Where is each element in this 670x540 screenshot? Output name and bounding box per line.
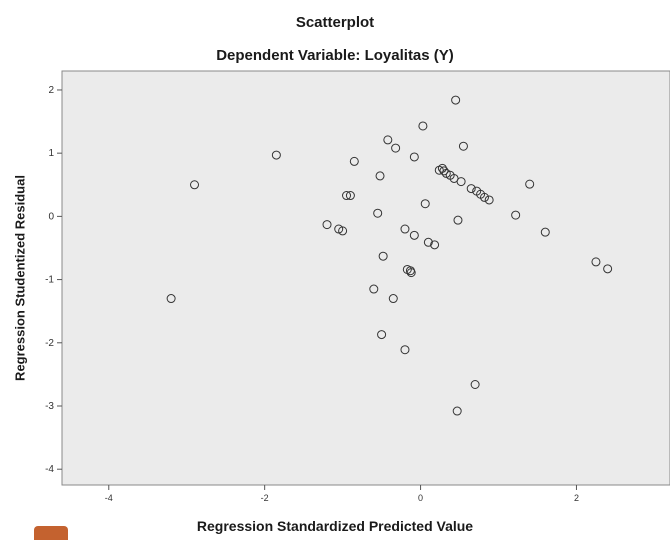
data-point: [190, 180, 200, 190]
data-point: [400, 345, 410, 355]
y-tick-label: 1: [48, 148, 54, 159]
data-point: [271, 150, 281, 160]
y-tick-label: -3: [45, 401, 54, 412]
data-point: [430, 240, 440, 250]
data-point: [369, 284, 379, 294]
data-point: [391, 143, 401, 153]
data-point: [603, 264, 613, 274]
data-point: [451, 95, 461, 105]
data-point: [511, 210, 521, 220]
data-point: [322, 220, 332, 230]
data-point: [458, 141, 468, 151]
data-point: [525, 179, 535, 189]
chart-title: Scatterplot: [295, 14, 375, 31]
corner-badge: [34, 526, 68, 540]
y-tick-label: -2: [45, 338, 54, 349]
x-tick-label: -2: [261, 493, 269, 503]
data-point: [349, 156, 359, 166]
data-point: [406, 268, 416, 278]
data-point: [383, 135, 393, 145]
data-point: [373, 208, 383, 218]
y-tick-label: 2: [48, 85, 54, 96]
data-point: [484, 195, 494, 205]
data-point: [540, 227, 550, 237]
data-point: [466, 184, 476, 194]
x-axis-label: Regression Standardized Predicted Value: [196, 518, 474, 534]
data-point: [470, 380, 480, 390]
data-point: [420, 199, 430, 209]
data-point: [456, 177, 466, 187]
y-tick-label: -1: [45, 275, 54, 286]
data-point: [418, 121, 428, 131]
data-point: [591, 257, 601, 267]
data-point: [388, 294, 398, 304]
data-point: [338, 226, 348, 236]
chart-subtitle: Dependent Variable: Loyalitas (Y): [216, 47, 454, 64]
data-point: [409, 230, 419, 240]
data-point: [345, 191, 355, 201]
data-point: [452, 406, 462, 416]
x-tick-label: 2: [574, 493, 579, 503]
y-axis-label: Regression Studentized Residual: [12, 175, 28, 381]
data-point: [453, 215, 463, 225]
data-point: [409, 152, 419, 162]
data-point: [400, 224, 410, 234]
data-point: [423, 237, 433, 247]
data-point: [439, 166, 449, 176]
y-tick-label: 0: [48, 211, 54, 222]
data-point: [377, 330, 387, 340]
x-tick-label: -4: [105, 493, 113, 503]
y-tick-label: -4: [45, 464, 54, 475]
data-point: [479, 192, 489, 202]
plot-area: [61, 70, 670, 486]
data-point: [166, 294, 176, 304]
data-points: [166, 95, 613, 416]
data-point: [378, 251, 388, 261]
data-point: [375, 171, 385, 181]
axis-ticks: -4 -2 0 2 2 1 0 -1 -2 -3 -4: [45, 85, 579, 503]
x-tick-label: 0: [418, 493, 423, 503]
data-point: [342, 191, 352, 201]
